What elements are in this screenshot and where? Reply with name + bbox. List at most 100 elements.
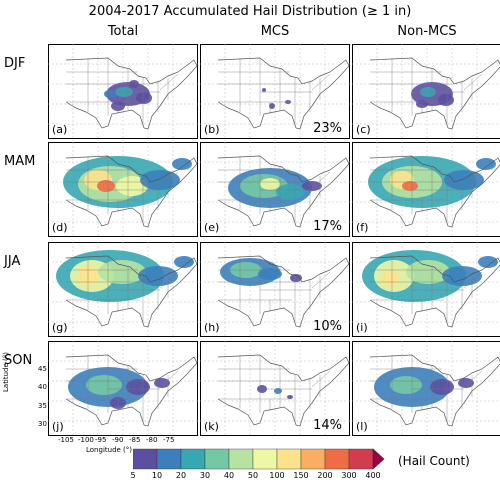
hail-density-blob xyxy=(276,184,304,200)
lon-tick-105: -105 xyxy=(58,436,74,444)
colorbar-cell xyxy=(252,448,278,470)
panel-label: (f) xyxy=(356,221,369,234)
colorbar-tick-label: 300 xyxy=(341,471,357,480)
map-panel-mam-mcs: (e) 17% xyxy=(200,142,350,237)
hail-density-blob xyxy=(302,181,322,191)
colorbar-cell xyxy=(204,448,230,470)
hail-density-blob xyxy=(136,92,152,104)
colorbar xyxy=(133,448,385,470)
colorbar-tick-label: 20 xyxy=(175,471,187,480)
row-header-jja: JJA xyxy=(4,254,21,269)
colorbar-cell xyxy=(228,448,254,470)
hail-density-blob xyxy=(260,178,280,190)
hail-density-blob xyxy=(478,256,498,268)
colorbar-tick-label: 400 xyxy=(365,471,381,480)
lon-tick-100: -100 xyxy=(78,436,94,444)
map-panel-djf-total: (a) xyxy=(48,44,198,139)
colorbar-cell xyxy=(156,448,182,470)
hail-density-blob xyxy=(476,158,496,170)
map-panel-mam-non-mcs: (f) xyxy=(352,142,500,237)
hail-density-blob xyxy=(287,395,293,399)
mcs-percentage: 17% xyxy=(313,219,342,234)
column-header-non-mcs: Non-MCS xyxy=(397,24,457,39)
map-panel-jja-total: (g) xyxy=(48,242,198,337)
colorbar-tick-label: 150 xyxy=(293,471,309,480)
panel-label: (i) xyxy=(356,321,368,334)
colorbar-tick-label: 30 xyxy=(199,471,211,480)
colorbar-extend-arrow xyxy=(372,448,385,470)
panel-label: (j) xyxy=(52,420,64,433)
hail-density-blob xyxy=(458,378,474,388)
colorbar-cell xyxy=(276,448,302,470)
map-panel-jja-mcs: (h) 10% xyxy=(200,242,350,337)
hail-density-blob xyxy=(140,170,180,190)
colorbar-tick-label: 10 xyxy=(151,471,163,480)
hail-density-blob xyxy=(390,376,422,394)
hail-density-blob xyxy=(444,170,484,190)
panel-label: (e) xyxy=(204,221,220,234)
panel-label: (g) xyxy=(52,321,68,334)
colorbar-tick-label: 40 xyxy=(223,471,235,480)
colorbar-cell xyxy=(324,448,350,470)
panel-label: (b) xyxy=(204,123,220,136)
hail-density-blob xyxy=(381,269,399,287)
hail-density-blob xyxy=(258,268,282,280)
hail-density-blob xyxy=(172,158,192,170)
colorbar-tick-label: 50 xyxy=(247,471,259,480)
map-panel-djf-mcs: (b) 23% xyxy=(200,44,350,139)
map-panel-son-mcs: (k) 14% xyxy=(200,341,350,436)
panel-label: (c) xyxy=(356,123,371,136)
latitude-axis-label: Latitude (°) xyxy=(2,352,10,392)
panel-label: (d) xyxy=(52,221,68,234)
lat-tick-45: 45 xyxy=(38,365,47,373)
lon-tick-75: -75 xyxy=(163,436,175,444)
column-header-mcs: MCS xyxy=(260,24,290,39)
mcs-percentage: 23% xyxy=(313,121,342,136)
map-panel-mam-total: (d) xyxy=(48,142,198,237)
hail-density-blob xyxy=(290,274,302,282)
longitude-axis-label: Longitude (°) xyxy=(86,446,133,454)
hail-density-blob xyxy=(98,260,146,284)
map-panel-jja-non-mcs: (i) xyxy=(352,242,500,337)
colorbar-cell xyxy=(348,448,374,470)
hail-density-blob xyxy=(262,88,266,92)
hail-density-blob xyxy=(97,180,115,192)
lon-tick-85: -85 xyxy=(129,436,141,444)
hail-density-blob xyxy=(104,90,116,98)
colorbar-cell xyxy=(133,448,158,470)
hail-density-blob xyxy=(86,375,122,395)
colorbar-tick-label: 5 xyxy=(130,471,136,480)
map-panel-djf-non-mcs: (c) xyxy=(352,44,500,139)
hail-density-blob xyxy=(174,256,194,268)
hail-density-blob xyxy=(438,94,454,106)
hail-density-blob xyxy=(116,176,148,196)
map-panel-son-total: (j) xyxy=(48,341,198,436)
mcs-percentage: 14% xyxy=(313,418,342,433)
lon-tick-80: -80 xyxy=(146,436,158,444)
lon-tick-90: -90 xyxy=(112,436,124,444)
hail-density-blob xyxy=(430,379,454,395)
colorbar-unit: (Hail Count) xyxy=(398,454,470,468)
hail-density-blob xyxy=(154,378,170,388)
lat-tick-40: 40 xyxy=(38,383,47,391)
panel-label: (a) xyxy=(52,123,68,136)
lat-tick-35: 35 xyxy=(38,402,47,410)
row-header-djf: DJF xyxy=(4,56,26,71)
lon-tick-95: -95 xyxy=(95,436,107,444)
map-panel-son-non-mcs: (l) xyxy=(352,341,500,436)
column-header-total: Total xyxy=(107,24,139,39)
panel-label: (l) xyxy=(356,420,368,433)
hail-density-blob xyxy=(126,379,150,395)
colorbar-cell xyxy=(300,448,326,470)
lat-tick-30: 30 xyxy=(38,420,47,428)
row-header-son: SON xyxy=(4,353,33,368)
colorbar-tick-label: 200 xyxy=(317,471,333,480)
panel-label: (h) xyxy=(204,321,220,334)
hail-density-blob xyxy=(402,181,418,191)
colorbar-cell xyxy=(180,448,206,470)
colorbar-tick-label: 100 xyxy=(269,471,285,480)
hail-density-blob xyxy=(406,260,450,284)
hail-density-blob xyxy=(269,103,275,109)
row-header-mam: MAM xyxy=(4,154,36,169)
figure-title: 2004-2017 Accumulated Hail Distribution … xyxy=(88,4,412,19)
